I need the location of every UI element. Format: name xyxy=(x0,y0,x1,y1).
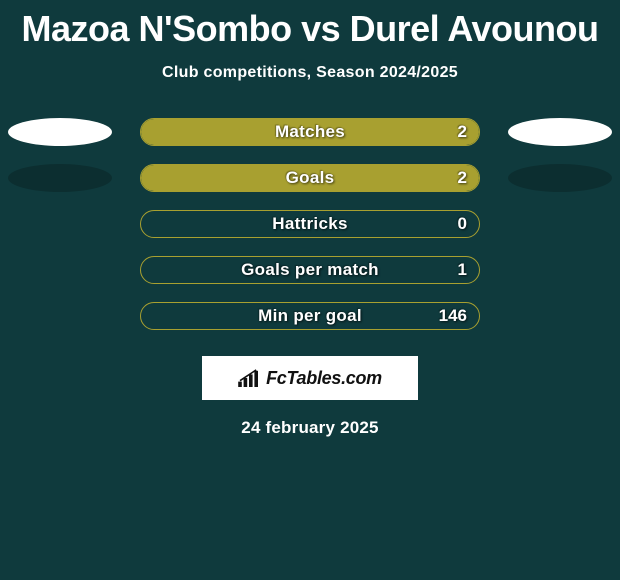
stat-bar: Matches2 xyxy=(140,118,480,146)
stat-value: 0 xyxy=(458,211,467,237)
page-title: Mazoa N'Sombo vs Durel Avounou xyxy=(0,0,620,50)
stat-row: Goals2 xyxy=(0,160,620,206)
stat-row: Min per goal146 xyxy=(0,298,620,344)
stat-value: 146 xyxy=(439,303,467,329)
stat-value: 2 xyxy=(458,119,467,145)
logo-text: FcTables.com xyxy=(266,368,382,389)
stat-label: Goals per match xyxy=(141,257,479,283)
stat-bar: Goals2 xyxy=(140,164,480,192)
stat-bar: Hattricks0 xyxy=(140,210,480,238)
stat-label: Matches xyxy=(141,119,479,145)
stat-label: Min per goal xyxy=(141,303,479,329)
stat-row: Matches2 xyxy=(0,114,620,160)
stat-bar: Goals per match1 xyxy=(140,256,480,284)
stat-ellipse-right xyxy=(508,164,612,192)
stat-label: Hattricks xyxy=(141,211,479,237)
stat-value: 2 xyxy=(458,165,467,191)
subtitle: Club competitions, Season 2024/2025 xyxy=(0,64,620,82)
stat-bar: Min per goal146 xyxy=(140,302,480,330)
stat-ellipse-left xyxy=(8,118,112,146)
fctables-logo-icon xyxy=(238,369,260,387)
stats-area: Matches2Goals2Hattricks0Goals per match1… xyxy=(0,114,620,344)
logo-box: FcTables.com xyxy=(202,356,418,400)
stat-label: Goals xyxy=(141,165,479,191)
stat-row: Goals per match1 xyxy=(0,252,620,298)
stat-ellipse-right xyxy=(508,118,612,146)
stat-value: 1 xyxy=(458,257,467,283)
stat-row: Hattricks0 xyxy=(0,206,620,252)
stat-ellipse-left xyxy=(8,164,112,192)
date-label: 24 february 2025 xyxy=(0,418,620,438)
